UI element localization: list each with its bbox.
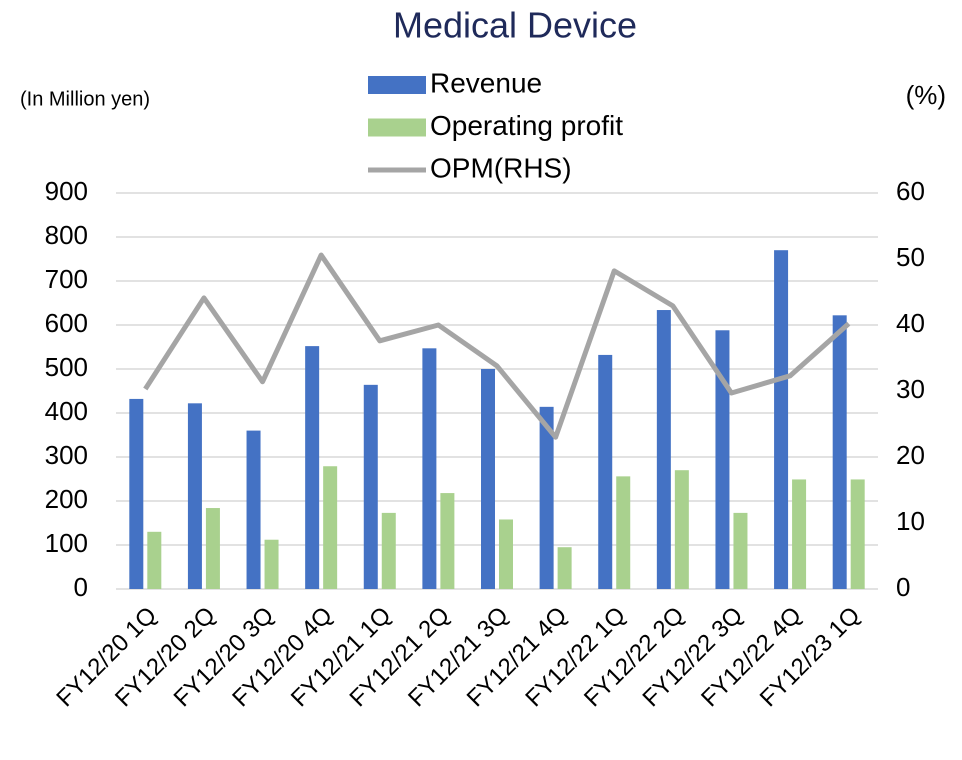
bar [557, 547, 572, 589]
y-tick-label: 300 [45, 440, 88, 470]
y2-tick-label: 10 [896, 506, 925, 536]
bar [598, 354, 613, 589]
bar [850, 479, 865, 589]
bar [715, 330, 730, 589]
bar [616, 476, 631, 589]
y-tick-label: 800 [45, 220, 88, 250]
y-tick-label: 700 [45, 264, 88, 294]
bar [656, 310, 671, 589]
y-axis-label: (In Million yen) [20, 88, 150, 110]
legend-label: OPM(RHS) [430, 152, 572, 183]
y-tick-label: 0 [74, 572, 88, 602]
bar [323, 466, 338, 589]
bar [205, 508, 220, 589]
y2-axis-label: (%) [906, 80, 946, 110]
bar [129, 398, 144, 589]
legend-label: Revenue [430, 67, 542, 98]
bar [481, 369, 495, 589]
y2-tick-label: 60 [896, 176, 925, 206]
y-tick-label: 200 [45, 484, 88, 514]
bar [381, 512, 396, 589]
line [143, 252, 851, 440]
chart-title: Medical Device [393, 5, 637, 46]
bar [539, 406, 554, 589]
bar [422, 348, 437, 589]
y2-tick-label: 30 [896, 374, 925, 404]
legend-swatch [368, 76, 426, 94]
y-tick-label: 600 [45, 308, 88, 338]
bar [674, 470, 689, 589]
bar [305, 346, 320, 589]
bar [264, 539, 279, 589]
bar [792, 479, 807, 589]
y2-tick-label: 50 [896, 242, 925, 272]
bar [733, 512, 748, 589]
y2-tick-label: 0 [896, 572, 910, 602]
legend-swatch [368, 118, 426, 137]
bar [363, 384, 378, 589]
y2-tick-label: 40 [896, 308, 925, 338]
y-tick-label: 400 [45, 396, 88, 426]
bar [147, 531, 162, 589]
y-tick-label: 500 [45, 352, 88, 382]
bar [246, 430, 261, 589]
bar [832, 315, 847, 589]
bar [774, 250, 789, 589]
bar [440, 493, 455, 589]
y2-tick-label: 20 [896, 440, 925, 470]
y-tick-label: 900 [45, 176, 88, 206]
bar [187, 403, 202, 589]
legend-label: Operating profit [430, 110, 623, 141]
bar [499, 519, 513, 589]
y-tick-label: 100 [45, 528, 88, 558]
